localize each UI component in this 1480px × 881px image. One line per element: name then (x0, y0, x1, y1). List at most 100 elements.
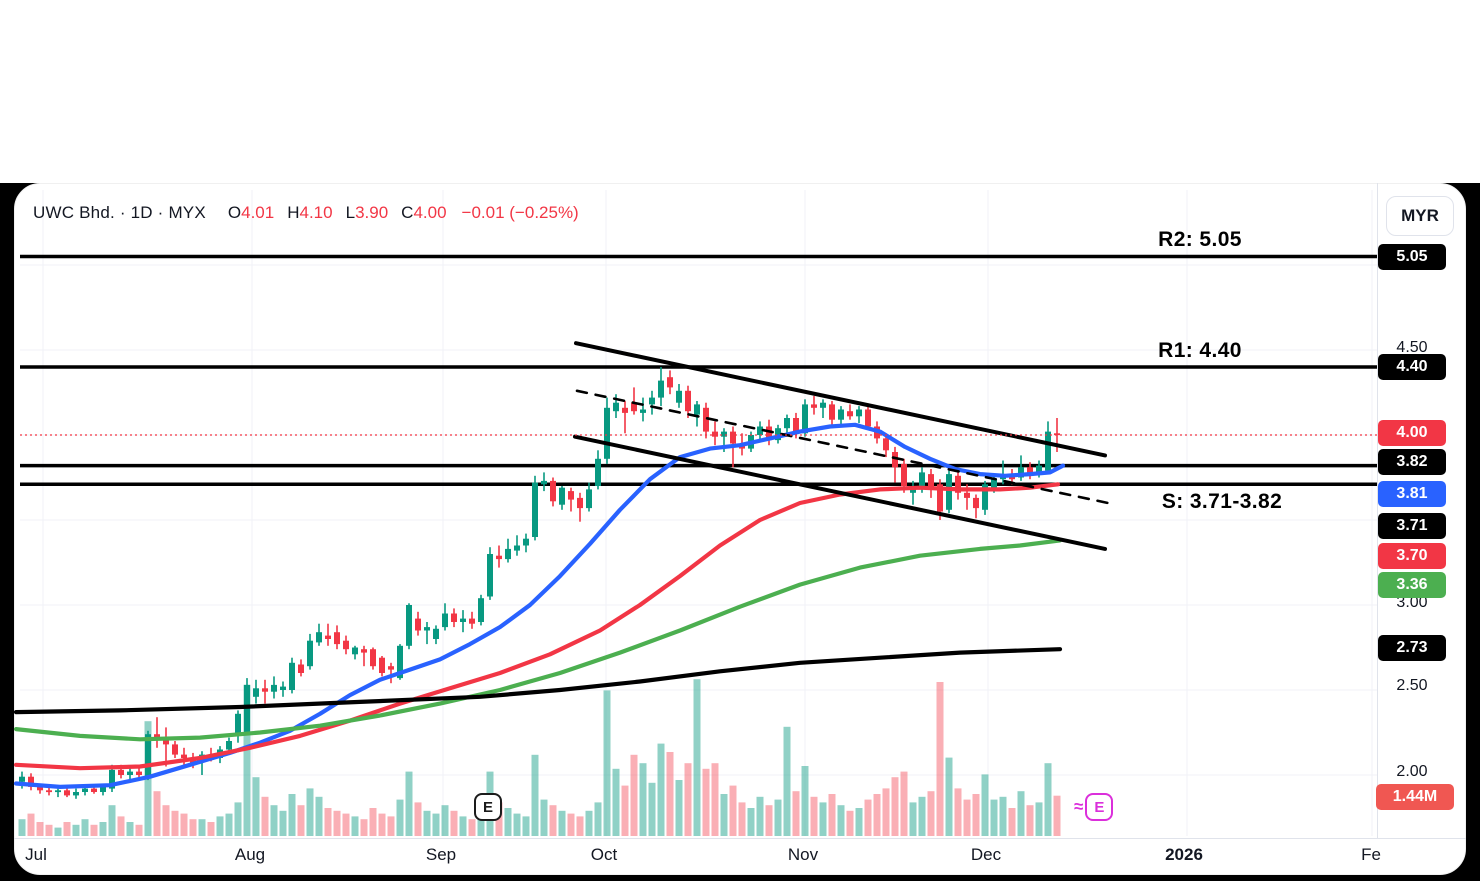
candle-down (793, 418, 799, 434)
volume-bar (306, 788, 314, 836)
candle-down (334, 632, 340, 645)
annotation-r1-label[interactable]: R1: 4.40 (1158, 339, 1242, 362)
candle-down (298, 664, 304, 673)
volume-bar (261, 796, 269, 836)
candle-up (424, 627, 430, 631)
volume-bar (459, 816, 467, 836)
volume-bar (972, 794, 980, 836)
ohlc-C: C4.00 (401, 203, 447, 222)
channel-bottom[interactable] (573, 434, 1107, 551)
volume-bar (189, 819, 197, 836)
candle-down (379, 657, 385, 673)
candle-down (388, 666, 394, 670)
candle-up (271, 684, 277, 692)
price-label-4.00: 4.00 (1378, 420, 1446, 446)
time-label-Fe[interactable]: Fe (1361, 845, 1381, 864)
candle-up (109, 769, 115, 789)
volume-bar (162, 805, 170, 836)
candle-up (982, 484, 988, 510)
candle-up (586, 489, 592, 509)
candle-up (82, 788, 88, 792)
chart-panel (14, 183, 1466, 875)
support-resistance-lines (20, 254, 1377, 487)
ma-very-slow-line (13, 647, 1063, 715)
volume-bar (999, 796, 1007, 836)
volume-bar (1053, 795, 1061, 836)
volume-bar (612, 768, 620, 836)
price-tick-2.50: 2.50 (1396, 677, 1428, 694)
volume-bar (153, 791, 161, 836)
volume-bar (855, 808, 863, 836)
volume-bar (441, 805, 449, 836)
candle-up (838, 409, 844, 420)
price-label-3.81: 3.81 (1378, 481, 1446, 507)
candle-down (46, 790, 52, 793)
estimated-earnings-marker[interactable]: ≈ E (1074, 793, 1114, 821)
candle-down (64, 790, 70, 796)
volume-bar (603, 690, 611, 836)
volume-bar (720, 794, 728, 836)
candle-up (802, 404, 808, 434)
time-label-Dec[interactable]: Dec (970, 845, 1002, 864)
volume-bar (882, 788, 890, 836)
approx-icon: ≈ (1074, 797, 1084, 816)
volume-bar (117, 816, 125, 836)
ma-fast-line (13, 422, 1066, 790)
candle-down (964, 492, 970, 498)
time-label-Jul[interactable]: Jul (25, 845, 47, 864)
volume-bar (1026, 805, 1034, 836)
candle-up (910, 489, 916, 493)
ohlc-O: O4.01 (227, 203, 275, 222)
candle-up (784, 418, 790, 429)
candle-up (487, 554, 493, 597)
currency-toggle-button[interactable]: MYR (1386, 196, 1454, 236)
channel-mid[interactable] (575, 389, 1110, 505)
volume-bars (18, 679, 1061, 836)
candle-up (694, 404, 700, 415)
candle-up (1018, 467, 1024, 478)
volume-bar (567, 813, 575, 836)
candle-down (883, 438, 889, 451)
candle-up (721, 431, 727, 437)
time-label-Oct[interactable]: Oct (590, 845, 618, 864)
candle-up (523, 538, 529, 546)
channel-top[interactable] (574, 341, 1107, 458)
volume-bar (1008, 808, 1016, 836)
time-label-Aug[interactable]: Aug (234, 845, 266, 864)
volume-bar (909, 802, 917, 836)
time-label-2026[interactable]: 2026 (1165, 845, 1203, 864)
volume-bar (711, 763, 719, 836)
time-label-Nov[interactable]: Nov (787, 845, 819, 864)
candle-down (829, 404, 835, 420)
annotation-r2-label[interactable]: R2: 5.05 (1158, 228, 1242, 251)
volume-bar (63, 822, 71, 836)
volume-bar (414, 802, 422, 836)
earnings-marker[interactable]: E (474, 793, 502, 821)
symbol-title[interactable]: UWC Bhd. · 1D · MYX (33, 203, 206, 222)
candle-down (568, 491, 574, 500)
volume-bar (846, 810, 854, 836)
candle-down (667, 377, 673, 388)
candle-down (172, 744, 178, 755)
volume-bar (216, 816, 224, 836)
volume-bar (810, 796, 818, 836)
price-label-2.73: 2.73 (1378, 635, 1446, 661)
candle-up (604, 407, 610, 459)
volume-bar (657, 743, 665, 836)
volume-bar (531, 754, 539, 836)
candle-down (766, 426, 772, 441)
volume-bar (126, 822, 134, 836)
time-label-Sep[interactable]: Sep (425, 845, 457, 864)
volume-bar (639, 763, 647, 836)
candle-down (892, 452, 898, 468)
candle-up (991, 479, 997, 488)
volume-bar (981, 774, 989, 836)
volume-bar (1017, 791, 1025, 836)
candle-up (442, 613, 448, 628)
change-value: −0.01 (−0.25%) (461, 203, 579, 222)
annotation-support-label[interactable]: S: 3.71-3.82 (1161, 490, 1283, 513)
candle-down (685, 390, 691, 412)
volume-bar (270, 805, 278, 836)
